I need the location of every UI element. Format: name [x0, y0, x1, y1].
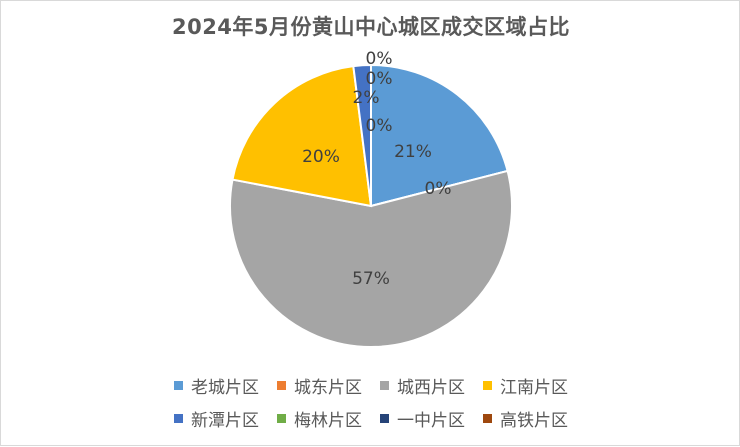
chart-title: 2024年5月份黄山中心城区成交区域占比 [171, 15, 571, 39]
legend-item-chengxi: 城西片区 [380, 373, 465, 398]
pie-slice-3 [231, 64, 373, 208]
legend-label: 梅林片区 [294, 411, 362, 431]
legend-swatch [380, 381, 389, 390]
legend-row-2: 新潭片区 梅林片区 一中片区 高铁片区 [1, 406, 740, 431]
data-label-6: 0% [366, 69, 393, 89]
legend-item-gaotie: 高铁片区 [483, 406, 568, 431]
pie-slice-2 [229, 169, 513, 348]
legend-label: 高铁片区 [500, 411, 568, 431]
data-label-2: 57% [352, 269, 390, 289]
data-label-1: 0% [425, 179, 452, 199]
legend-label: 一中片区 [397, 411, 465, 431]
legend-swatch [277, 381, 286, 390]
legend-swatch [380, 414, 389, 423]
legend-row-1: 老城片区 城东片区 城西片区 江南片区 [1, 373, 740, 398]
legend-label: 城西片区 [397, 378, 465, 398]
data-label-3: 20% [302, 147, 340, 167]
legend-item-yizhong: 一中片区 [380, 406, 465, 431]
legend-label: 城东片区 [294, 378, 362, 398]
legend-item-xintan: 新潭片区 [174, 406, 259, 431]
legend-swatch [174, 381, 183, 390]
legend-swatch [483, 414, 492, 423]
legend-item-meilin: 梅林片区 [277, 406, 362, 431]
legend-label: 老城片区 [191, 378, 259, 398]
legend-item-chengdong: 城东片区 [277, 373, 362, 398]
legend-swatch [174, 414, 183, 423]
legend-item-jiangnan: 江南片区 [483, 373, 568, 398]
legend-label: 江南片区 [500, 378, 568, 398]
data-label-7: 0% [366, 116, 393, 136]
pie-slice-0 [370, 63, 509, 208]
data-label-0: 21% [394, 142, 432, 162]
legend-swatch [277, 414, 286, 423]
legend-label: 新潭片区 [191, 411, 259, 431]
legend-item-laocheng: 老城片区 [174, 373, 259, 398]
data-label-5: 0% [366, 49, 393, 69]
data-label-4: 2% [353, 88, 380, 108]
legend-swatch [483, 381, 492, 390]
